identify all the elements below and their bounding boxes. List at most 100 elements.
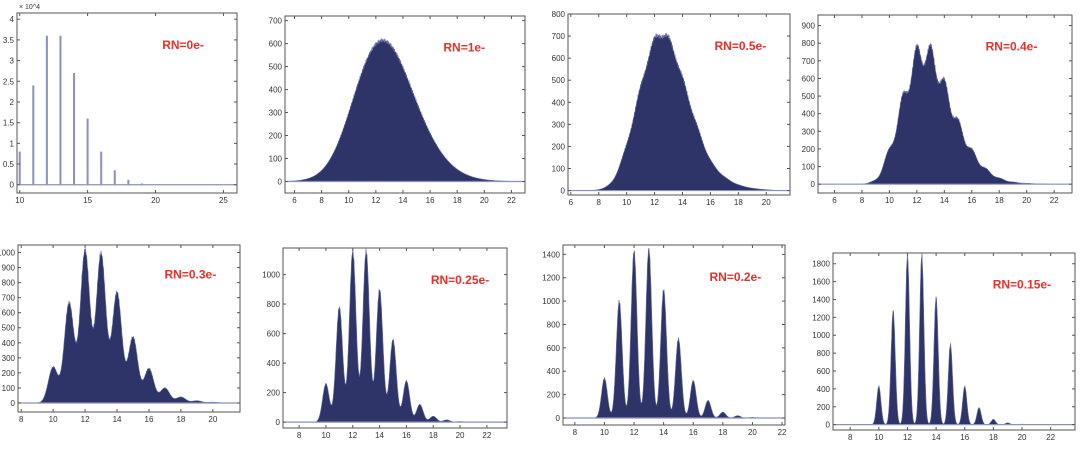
y-tick-label: 400 <box>267 359 281 368</box>
x-tick-label: 6 <box>569 198 574 207</box>
y-tick-label: 400 <box>802 110 816 119</box>
histogram-bar <box>127 179 130 185</box>
y-tick-label: 900 <box>2 264 16 273</box>
x-tick-label: 10 <box>874 433 883 442</box>
y-tick-label: 500 <box>2 324 16 333</box>
x-tick-label: 20 <box>1022 196 1031 205</box>
x-tick-label: 6 <box>832 196 837 205</box>
x-tick-label: 22 <box>778 428 787 437</box>
x-tick-label: 12 <box>650 198 659 207</box>
x-tick-label: 8 <box>596 198 601 207</box>
histogram-area <box>284 38 526 182</box>
x-tick-label: 12 <box>348 431 357 440</box>
x-tick-label: 22 <box>507 196 516 205</box>
histogram-bar <box>45 35 48 185</box>
histogram-bar <box>113 170 116 185</box>
x-tick-label: 16 <box>145 415 154 424</box>
x-tick-label: 14 <box>399 196 408 205</box>
x-tick-label: 18 <box>429 431 438 440</box>
y-tick-label: 200 <box>547 391 561 400</box>
x-tick-label: 10 <box>321 431 330 440</box>
y-tick-label: 300 <box>552 120 566 129</box>
read-noise-label: RN=0e- <box>162 38 204 52</box>
x-tick-label: 8 <box>860 196 865 205</box>
x-tick-label: 18 <box>718 428 727 437</box>
x-tick-label: 14 <box>375 431 384 440</box>
y-tick-label: 200 <box>817 403 831 412</box>
x-tick-label: 16 <box>967 196 976 205</box>
histogram-bar <box>59 35 62 185</box>
x-tick-label: 25 <box>219 196 228 205</box>
y-tick-label: 200 <box>2 369 16 378</box>
x-tick-label: 22 <box>1046 433 1055 442</box>
x-tick-label: 10 <box>49 415 58 424</box>
histogram-bar <box>86 118 89 185</box>
y-tick-label: 1 <box>10 139 15 148</box>
x-tick-label: 22 <box>482 431 491 440</box>
x-tick-label: 22 <box>1050 196 1059 205</box>
y-tick-label: 0 <box>811 180 816 189</box>
y-tick-label: 1.5 <box>3 119 15 128</box>
axes-frame <box>832 252 1076 431</box>
y-tick-label: 1400 <box>812 295 830 304</box>
y-tick-label: 200 <box>802 145 816 154</box>
x-tick-label: 10 <box>622 198 631 207</box>
y-tick-label: 2 <box>10 98 15 107</box>
x-tick-label: 12 <box>903 433 912 442</box>
read-noise-label: RN=0.5e- <box>715 39 767 53</box>
x-tick-label: 20 <box>762 198 771 207</box>
x-tick-label: 6 <box>292 196 297 205</box>
x-tick-label: 16 <box>706 198 715 207</box>
y-tick-label: 700 <box>2 294 16 303</box>
y-tick-label: 500 <box>802 92 816 101</box>
y-tick-label: 800 <box>547 320 561 329</box>
histogram-panel-7: 8 10 12 14 16 18 20 22 0 200 400 600 800 1000 1200 1400… <box>812 252 1076 442</box>
y-tick-label: 100 <box>2 384 16 393</box>
x-tick-label: 12 <box>912 196 921 205</box>
y-tick-label: 0 <box>556 414 561 423</box>
y-tick-label: 2.5 <box>3 77 15 86</box>
histogram-bar <box>18 151 21 185</box>
y-tick-label: 600 <box>802 74 816 83</box>
x-tick-label: 14 <box>932 433 941 442</box>
x-tick-label: 18 <box>995 196 1004 205</box>
read-noise-label: RN=0.25e- <box>431 273 489 287</box>
x-tick-label: 8 <box>848 433 853 442</box>
x-tick-label: 20 <box>151 196 160 205</box>
y-tick-label: 4 <box>10 15 15 24</box>
y-tick-label: 1000 <box>812 331 830 340</box>
y-tick-label: 800 <box>267 300 281 309</box>
y-tick-label: 700 <box>802 57 816 66</box>
y-tick-label: 1200 <box>812 313 830 322</box>
histogram-bar <box>100 151 103 185</box>
y-tick-label: 600 <box>552 54 566 63</box>
y-tick-label: 3.5 <box>3 36 15 45</box>
y-tick-label: 800 <box>802 39 816 48</box>
x-tick-label: 8 <box>573 428 578 437</box>
y-tick-label: 1000 <box>542 297 560 306</box>
y-tick-label: 0 <box>11 399 16 408</box>
y-tick-label: 100 <box>802 163 816 172</box>
x-tick-label: 18 <box>176 415 185 424</box>
histogram-panel-5: 8 10 12 14 16 18 20 22 0 200 400 600 800 1000 RN=0.25e… <box>262 247 508 440</box>
y-tick-label: 1400 <box>542 250 560 259</box>
y-tick-label: 1000 <box>0 249 16 258</box>
read-noise-label: RN=1e- <box>443 40 485 54</box>
x-tick-label: 16 <box>402 431 411 440</box>
x-tick-label: 12 <box>371 196 380 205</box>
y-tick-label: 600 <box>547 344 561 353</box>
y-tick-label: 500 <box>552 76 566 85</box>
x-tick-label: 20 <box>480 196 489 205</box>
y-tick-label: 200 <box>267 389 281 398</box>
x-tick-label: 14 <box>659 428 668 437</box>
histogram-panel-2: 6 8 10 12 14 16 18 200100200300400500600700800R… <box>552 10 791 207</box>
x-tick-label: 18 <box>734 198 743 207</box>
y-tick-label: 100 <box>269 155 283 164</box>
x-tick-label: 10 <box>600 428 609 437</box>
histogram-bar <box>32 85 35 185</box>
y-tick-label: 3 <box>10 57 15 66</box>
y-tick-label: 600 <box>817 367 831 376</box>
x-tick-label: 10 <box>885 196 894 205</box>
y-tick-label: 400 <box>552 98 566 107</box>
x-tick-label: 12 <box>81 415 90 424</box>
